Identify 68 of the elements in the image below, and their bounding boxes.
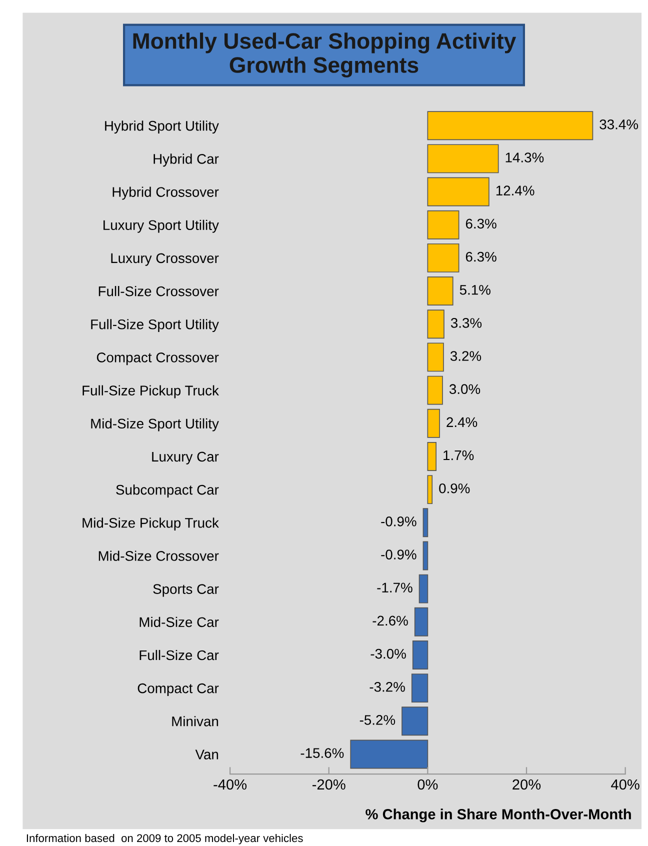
x-tick-label: 20%	[512, 779, 541, 790]
bar	[427, 144, 499, 174]
y-tick-label: Luxury Crossover	[111, 253, 219, 266]
bar	[402, 706, 428, 736]
bar	[427, 177, 490, 206]
data-label: -1.7%	[377, 582, 412, 592]
y-tick-label: Mid-Size Pickup Truck	[82, 518, 219, 531]
data-label: 14.3%	[506, 152, 544, 162]
bar	[412, 640, 428, 670]
data-label: 3.0%	[449, 384, 480, 394]
x-tick-label: -20%	[312, 779, 346, 790]
y-tick-label: Full-Size Crossover	[98, 286, 219, 296]
y-tick-label: Mid-Size Crossover	[98, 550, 219, 561]
y-tick-label: Compact Car	[138, 683, 219, 696]
bar	[427, 276, 454, 306]
y-tick-label: Hybrid Crossover	[112, 186, 219, 200]
data-label: 0.9%	[439, 483, 470, 494]
data-label: 2.4%	[446, 417, 478, 428]
data-label: 5.1%	[460, 284, 490, 295]
y-tick-label: Subcompact Car	[116, 484, 219, 498]
data-label: -0.9%	[381, 550, 416, 560]
y-tick-label: Sports Car	[153, 584, 219, 597]
data-label: 3.3%	[450, 318, 482, 328]
bar	[418, 574, 428, 604]
bar	[350, 740, 428, 769]
bar	[411, 674, 428, 703]
x-tick-label: 40%	[611, 779, 640, 790]
data-label: 3.2%	[450, 351, 482, 361]
data-label: 33.4%	[600, 119, 638, 130]
bar	[427, 111, 594, 140]
y-tick-label: Full-Size Pickup Truck	[82, 385, 219, 398]
bar	[427, 210, 460, 240]
y-tick-label: Hybrid Sport Utility	[105, 120, 219, 134]
x-axis-title: % Change in Share Month-Over-Month	[366, 808, 631, 822]
data-label: 12.4%	[496, 186, 534, 196]
data-label: -3.0%	[370, 648, 406, 659]
bar	[422, 508, 428, 538]
data-label: -0.9%	[381, 516, 416, 526]
y-tick-label: Mid-Size Sport Utility	[91, 418, 219, 432]
y-tick-label: Mid-Size Car	[140, 616, 219, 628]
bar	[427, 475, 433, 504]
bar	[422, 541, 428, 570]
y-tick-label: Minivan	[172, 716, 218, 726]
y-tick-label: Luxury Car	[152, 452, 219, 464]
bar	[414, 607, 428, 636]
text: Information based on 2009 to 2005 model-year vehicles	[26, 834, 303, 844]
data-label: 1.7%	[444, 450, 474, 460]
chart-title: Monthly Used-Car Shopping Activity Growth Segments	[133, 32, 516, 78]
x-tick-label: -40%	[214, 779, 247, 790]
bar	[427, 243, 460, 272]
bar	[427, 342, 444, 372]
y-tick-label: Full-Size Sport Utility	[91, 319, 219, 332]
bar	[427, 310, 444, 339]
x-tick-label: 0%	[418, 779, 438, 790]
y-tick-label: Compact Crossover	[96, 352, 219, 366]
y-tick-label: Van	[195, 750, 218, 760]
y-tick-label: Luxury Sport Utility	[104, 220, 219, 233]
data-label: 6.3%	[466, 252, 496, 262]
data-label: 6.3%	[466, 218, 496, 229]
y-tick-label: Full-Size Car	[140, 650, 219, 660]
bar	[427, 442, 436, 471]
bar	[427, 376, 443, 405]
bar	[427, 408, 440, 438]
data-label: -15.6%	[300, 748, 344, 758]
data-label: -5.2%	[360, 715, 396, 725]
data-label: -2.6%	[372, 616, 408, 626]
data-label: -3.2%	[370, 682, 405, 692]
y-tick-label: Hybrid Car	[154, 154, 219, 167]
